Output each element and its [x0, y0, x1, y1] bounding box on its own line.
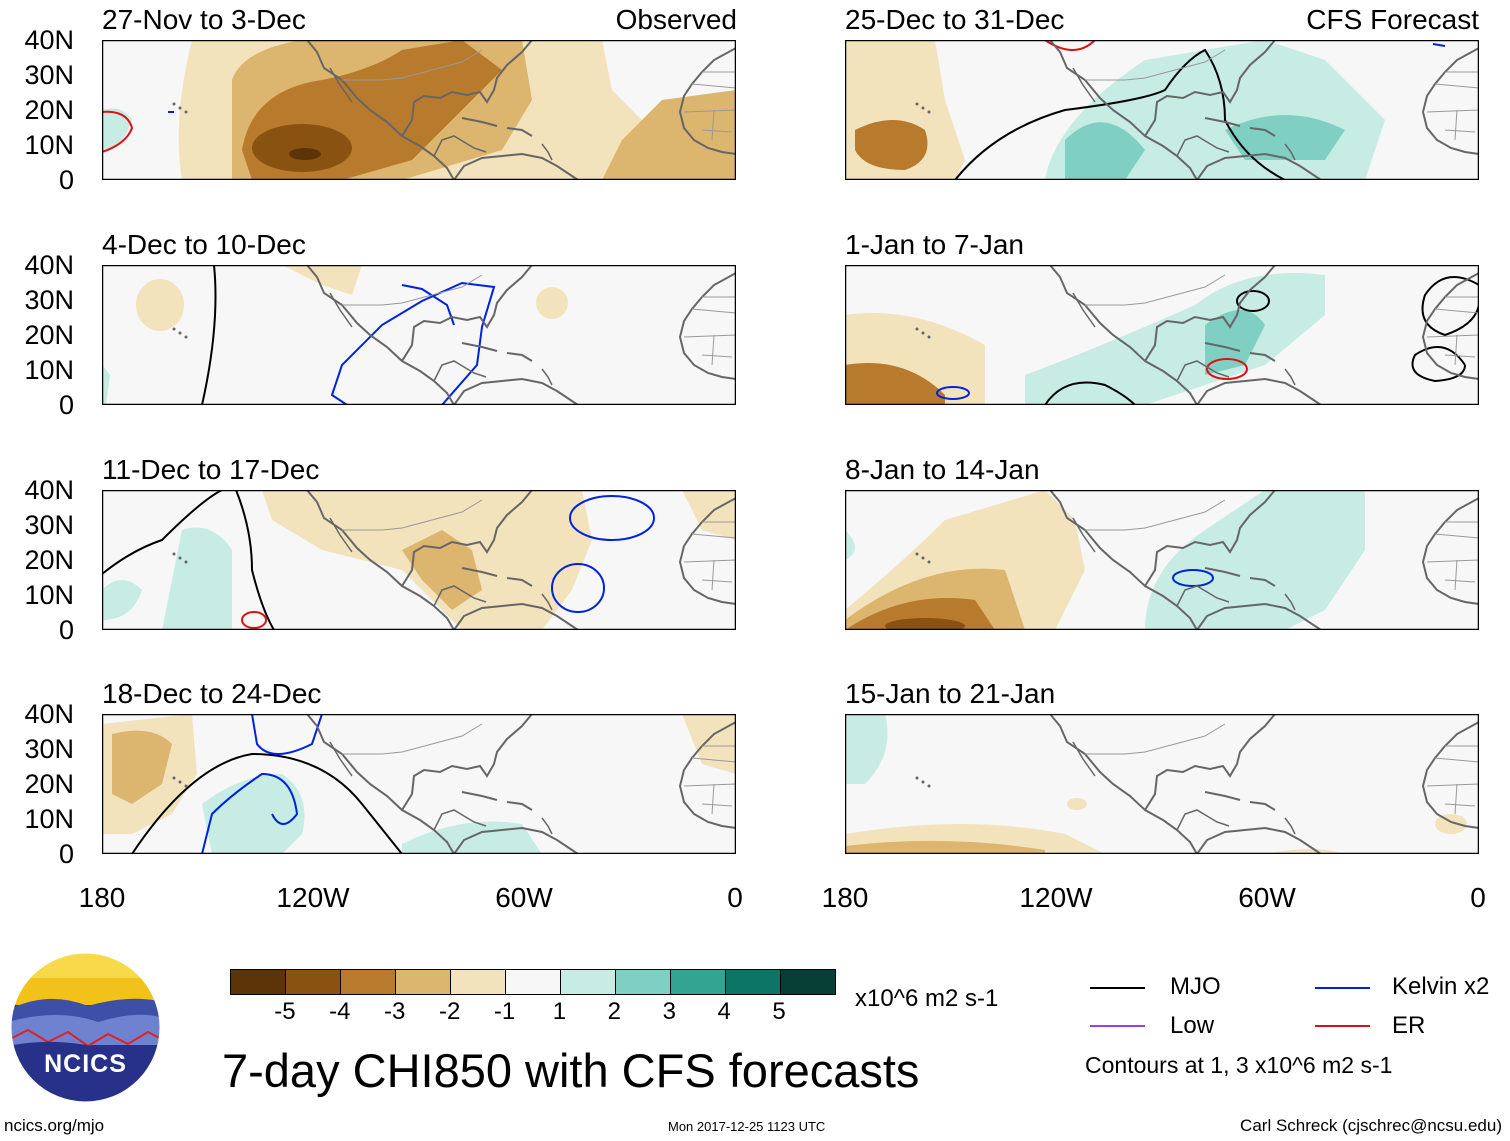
legend-er-line: [1315, 1025, 1370, 1027]
map-panel-4: [102, 714, 736, 854]
map-panel-5: [845, 40, 1479, 180]
map-panel-8: [845, 714, 1479, 854]
colorbar-swatch: [726, 970, 781, 994]
lon-label-60w-right: 60W: [1238, 882, 1296, 913]
colorbar-swatch: [286, 970, 341, 994]
lat-label-row3-1: 30N: [24, 510, 74, 540]
colorbar-swatch: [671, 970, 726, 994]
ncics-logo: NCICS: [8, 950, 163, 1105]
colorbar-swatch: [231, 970, 286, 994]
legend-mjo-label: MJO: [1170, 973, 1221, 1000]
panel-title-7: 8-Jan to 14-Jan: [845, 454, 1040, 485]
colorbar-label: 5: [772, 998, 786, 1025]
footer-left: ncics.org/mjo: [4, 1116, 105, 1135]
colorbar-swatch: [506, 970, 561, 994]
colorbar: [230, 969, 836, 995]
colorbar-label: -3: [384, 998, 406, 1025]
map-panel-6: [845, 265, 1479, 405]
lat-label-row4-0: 40N: [24, 699, 74, 729]
map-panel-7: [845, 490, 1479, 630]
legend-mjo-line: [1090, 987, 1145, 989]
panel-title-3: 11-Dec to 17-Dec: [102, 454, 320, 485]
colorbar-swatch: [451, 970, 506, 994]
lat-label-row2-2: 20N: [24, 320, 74, 350]
observed-label: Observed: [615, 4, 737, 35]
lat-label-row1-3: 10N: [24, 130, 74, 160]
lon-label-180-left: 180: [78, 882, 126, 913]
panel-title-8: 15-Jan to 21-Jan: [845, 678, 1056, 709]
footer-credit: Carl Schreck (cjschrec@ncsu.edu): [1240, 1116, 1502, 1135]
map-panel-2: [102, 265, 736, 405]
lat-label-row3-0: 40N: [24, 475, 74, 505]
lat-label-row3-2: 20N: [24, 545, 74, 575]
colorbar-label: 4: [717, 998, 731, 1025]
colorbar-swatch: [616, 970, 671, 994]
lon-label-180-right: 180: [821, 882, 869, 913]
lat-label-row4-4: 0: [58, 839, 74, 869]
lon-label-60w-left: 60W: [495, 882, 553, 913]
lat-label-row2-0: 40N: [24, 250, 74, 280]
lat-label-row2-3: 10N: [24, 355, 74, 385]
colorbar-units: x10^6 m2 s-1: [855, 985, 999, 1012]
lon-label-0-right: 0: [1470, 882, 1486, 913]
map-panel-3: [102, 490, 736, 630]
legend-low-label: Low: [1170, 1012, 1215, 1039]
contours-note: Contours at 1, 3 x10^6 m2 s-1: [1085, 1052, 1393, 1078]
panel-title-5: 25-Dec to 31-Dec: [845, 4, 1065, 35]
panel-title-1: 27-Nov to 3-Dec: [102, 4, 306, 35]
colorbar-label: 1: [552, 998, 567, 1025]
lat-label-row1-4: 0: [58, 165, 74, 195]
colorbar-swatch: [341, 970, 396, 994]
lon-label-0-left: 0: [727, 882, 743, 913]
lat-label-row1-2: 20N: [24, 95, 74, 125]
legend-kelvin-label: Kelvin x2: [1392, 973, 1490, 1000]
logo-text: NCICS: [44, 1050, 127, 1078]
lat-label-row2-4: 0: [58, 390, 74, 420]
lat-label-row2-1: 30N: [24, 285, 74, 315]
lat-label-row1-0: 40N: [24, 25, 74, 55]
legend-kelvin-line: [1315, 987, 1370, 989]
legend-er-label: ER: [1392, 1012, 1426, 1039]
legend-low-line: [1090, 1025, 1145, 1027]
map-panel-1: [102, 40, 736, 180]
lon-label-120w-right: 120W: [1019, 882, 1093, 913]
panel-title-6: 1-Jan to 7-Jan: [845, 229, 1024, 260]
colorbar-label: 2: [607, 998, 622, 1025]
colorbar-label: -4: [329, 998, 351, 1025]
panel-title-4: 18-Dec to 24-Dec: [102, 678, 322, 709]
lat-label-row1-1: 30N: [24, 60, 74, 90]
colorbar-swatch: [561, 970, 616, 994]
lat-label-row4-2: 20N: [24, 769, 74, 799]
footer-timestamp: Mon 2017-12-25 1123 UTC: [668, 1119, 826, 1134]
cfs-forecast-label: CFS Forecast: [1306, 4, 1479, 35]
colorbar-label: -2: [438, 998, 461, 1025]
colorbar-label: -5: [274, 998, 296, 1025]
lat-label-row4-1: 30N: [24, 734, 74, 764]
lon-label-120w-left: 120W: [276, 882, 350, 913]
lat-label-row3-3: 10N: [24, 580, 74, 610]
lat-label-row4-3: 10N: [24, 804, 74, 834]
colorbar-label: 3: [662, 998, 676, 1025]
panel-title-2: 4-Dec to 10-Dec: [102, 229, 306, 260]
colorbar-label: -1: [493, 998, 516, 1025]
main-title: 7-day CHI850 with CFS forecasts: [222, 1044, 920, 1097]
colorbar-swatch: [396, 970, 451, 994]
colorbar-swatch: [781, 970, 835, 994]
lat-label-row3-4: 0: [58, 615, 74, 645]
